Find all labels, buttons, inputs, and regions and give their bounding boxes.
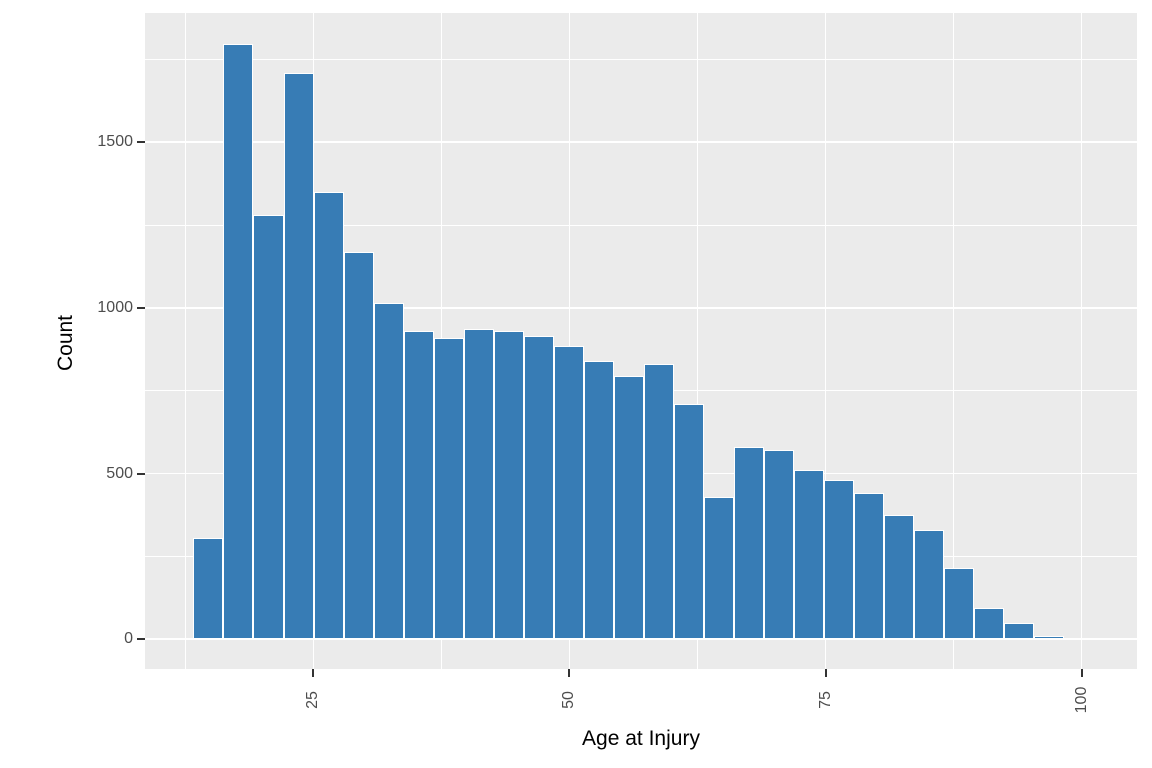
gridline-minor-x xyxy=(697,13,698,669)
histogram-bar xyxy=(853,493,884,640)
y-tick-mark xyxy=(137,141,145,144)
histogram-bar xyxy=(373,302,404,640)
histogram-bar xyxy=(643,364,674,640)
histogram-bar xyxy=(1063,638,1094,641)
x-tick-mark xyxy=(824,669,827,677)
histogram-bar xyxy=(403,331,434,640)
histogram-bar xyxy=(883,514,914,640)
histogram-bar xyxy=(1003,623,1034,640)
gridline-minor-x xyxy=(184,13,186,669)
gridline-major-y xyxy=(145,307,1137,309)
histogram-bar xyxy=(943,567,974,640)
x-axis-title: Age at Injury xyxy=(582,727,700,750)
histogram-bar xyxy=(523,336,554,640)
histogram-bar xyxy=(733,447,764,640)
histogram-bar xyxy=(1033,635,1064,640)
gridline-major-y xyxy=(145,638,1137,640)
histogram-bar xyxy=(613,375,644,640)
x-tick-label: 100 xyxy=(1072,686,1090,714)
y-tick-label: 1000 xyxy=(97,298,133,316)
histogram-bar xyxy=(973,607,1004,640)
histogram-bar xyxy=(583,360,614,640)
histogram-bar xyxy=(223,44,254,640)
histogram-bar xyxy=(193,538,224,640)
x-tick-label: 75 xyxy=(816,691,834,709)
gridline-major-x xyxy=(568,13,571,669)
histogram-bar xyxy=(913,529,944,640)
gridline-minor-x xyxy=(953,13,955,669)
histogram-bar xyxy=(283,72,314,640)
x-tick-mark xyxy=(568,669,571,677)
histogram-bar xyxy=(553,345,584,640)
x-tick-mark xyxy=(1080,669,1083,677)
y-tick-mark xyxy=(137,306,145,309)
gridline-major-x xyxy=(824,13,827,669)
histogram-bar xyxy=(343,251,374,640)
gridline-major-x xyxy=(1080,13,1083,669)
y-tick-mark xyxy=(137,638,145,641)
histogram-bar xyxy=(253,215,284,640)
histogram-bar xyxy=(703,496,734,640)
histogram-bar xyxy=(673,403,704,640)
histogram-bar xyxy=(493,331,524,640)
y-axis-title: Count xyxy=(54,314,77,372)
histogram-bar xyxy=(763,450,794,640)
histogram-bar xyxy=(823,480,854,640)
gridline-major-y xyxy=(145,141,1137,143)
gridline-minor-y xyxy=(145,224,1137,226)
histogram-bar xyxy=(463,329,494,640)
x-tick-label: 50 xyxy=(560,691,578,709)
histogram-bar xyxy=(433,337,464,640)
gridline-minor-y xyxy=(145,58,1137,60)
histogram-bar xyxy=(793,470,824,640)
y-tick-mark xyxy=(137,472,145,475)
y-tick-label: 1500 xyxy=(97,133,133,151)
x-tick-mark xyxy=(312,669,315,677)
y-tick-label: 0 xyxy=(124,630,133,648)
histogram-bar xyxy=(313,191,344,640)
x-tick-label: 25 xyxy=(304,691,322,709)
y-tick-label: 500 xyxy=(106,464,133,482)
